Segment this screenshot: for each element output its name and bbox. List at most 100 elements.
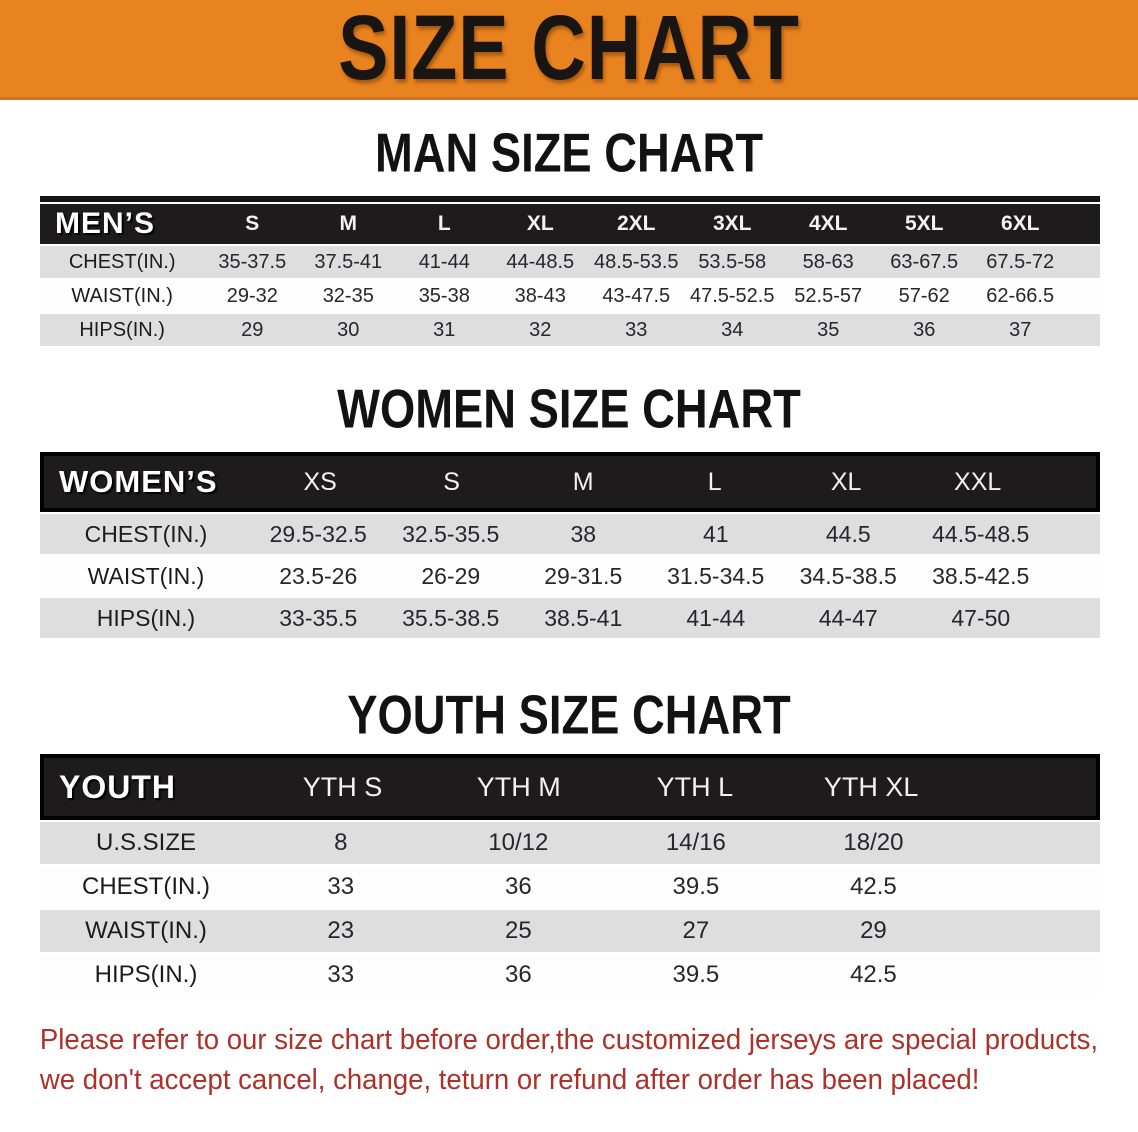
women-chest-in-xxl: 44.5-48.5 [932,520,1030,547]
men-waist-in-xl: 38-43 [514,284,566,307]
men-hips-in-m: 30 [337,318,360,341]
women-section: WOMEN SIZE CHART WOMEN’S XS S M L XL XXL CHEST(… [0,378,1138,638]
youth-column-yth-l: YTH L [656,771,734,802]
youth-column-yth-m: YTH M [476,771,561,802]
women-hips-in-m: 38.5-41 [544,604,623,631]
youth-row-chest-in: CHEST(IN.) 33 36 39.5 42.5 [40,866,1100,908]
youth-hips-in-yth-xl: 42.5 [850,961,897,988]
women-row-label-chest-in: CHEST(IN.) [84,520,208,547]
youth-u-s-size-yth-s: 8 [334,829,348,856]
disclaimer-line2: we don't accept cancel, change, teturn o… [39,1064,980,1096]
youth-waist-in-yth-xl: 29 [860,917,887,944]
women-waist-in-xl: 34.5-38.5 [799,562,897,589]
men-column-m: M [339,212,358,235]
men-section: MAN SIZE CHART MEN’S S M L XL 2XL 3XL 4XL 5XL 6XL… [0,125,1138,346]
youth-row-hips-in: HIPS(IN.) 33 36 39.5 42.5 [40,954,1100,996]
men-chest-in-m: 37.5-41 [314,250,383,273]
men-waist-in-6xl: 62-66.5 [986,284,1055,307]
youth-row-label-waist-in: WAIST(IN.) [85,917,207,944]
men-hips-in-l: 31 [433,318,456,341]
men-row-label-chest-in: CHEST(IN.) [68,250,176,273]
women-column-s: S [443,467,460,496]
men-column-6xl: 6XL [1000,212,1040,235]
men-column-l: L [437,212,451,235]
men-row-waist-in: WAIST(IN.) 29-32 32-35 35-38 38-43 43-47.5 47.… [40,280,1100,312]
women-row-hips-in: HIPS(IN.) 33-35.5 35.5-38.5 38.5-41 41-44 44-… [40,598,1100,638]
youth-u-s-size-yth-l: 14/16 [665,829,726,856]
women-chest-in-l: 41 [702,520,729,547]
youth-size-table: YOUTH YTH S YTH M YTH L YTH XL U.S.SIZE 8 10/12… [40,754,1100,996]
men-chest-in-3xl: 53.5-58 [698,250,767,273]
youth-column-yth-s: YTH S [302,771,383,802]
women-chest-in-xs: 29.5-32.5 [269,520,367,547]
women-hips-in-xs: 33-35.5 [279,604,358,631]
men-hips-in-s: 29 [241,318,264,341]
women-waist-in-s: 26-29 [421,562,481,589]
men-row-label-hips-in: HIPS(IN.) [79,318,165,341]
men-chest-in-4xl: 58-63 [802,250,854,273]
disclaimer-line1: Please refer to our size chart before or… [39,1024,1099,1056]
men-heading-wrap: MAN SIZE CHART [0,125,1138,180]
youth-hips-in-yth-l: 39.5 [672,961,720,988]
men-waist-in-2xl: 43-47.5 [602,284,671,307]
men-row-hips-in: HIPS(IN.) 29 30 31 32 33 34 35 36 37 [40,314,1100,346]
youth-heading-wrap: YOUTH SIZE CHART [0,687,1138,742]
men-header-label: MEN’S [55,207,156,240]
disclaimer-text: Please refer to our size chart before or… [0,1020,1098,1100]
women-row-label-hips-in: HIPS(IN.) [96,604,196,631]
men-table-header: MEN’S S M L XL 2XL 3XL 4XL 5XL 6XL [40,204,1100,244]
women-section-heading: WOMEN SIZE CHART [337,378,801,440]
men-chest-in-l: 41-44 [418,250,470,273]
women-column-xs: XS [303,467,337,496]
men-chest-in-6xl: 67.5-72 [986,250,1055,273]
women-hips-in-s: 35.5-38.5 [402,604,500,631]
women-column-m: M [572,467,594,496]
women-table-header: WOMEN’S XS S M L XL XXL [40,452,1100,512]
men-column-4xl: 4XL [808,212,848,235]
women-row-chest-in: CHEST(IN.) 29.5-32.5 32.5-35.5 38 41 44.5 44.5… [40,514,1100,554]
men-row-chest-in: CHEST(IN.) 35-37.5 37.5-41 41-44 44-48.5 48.5… [40,246,1100,278]
youth-row-label-u-s-size: U.S.SIZE [95,829,197,856]
youth-waist-in-yth-l: 27 [682,917,710,944]
women-hips-in-l: 41-44 [686,604,746,631]
men-waist-in-l: 35-38 [418,284,470,307]
men-waist-in-3xl: 47.5-52.5 [689,284,775,307]
youth-column-yth-xl: YTH XL [823,771,919,802]
men-chest-in-5xl: 63-67.5 [890,250,959,273]
women-heading-wrap: WOMEN SIZE CHART [0,378,1138,440]
women-waist-in-xxl: 38.5-42.5 [932,562,1030,589]
men-hips-in-3xl: 34 [721,318,744,341]
men-hips-in-5xl: 36 [913,318,936,341]
women-chest-in-xl: 44.5 [825,520,871,547]
banner-title: SIZE CHART [338,0,800,99]
youth-hips-in-yth-s: 33 [327,961,355,988]
women-chest-in-m: 38 [570,520,597,547]
banner: SIZE CHART [0,0,1138,100]
men-hips-in-4xl: 35 [817,318,840,341]
men-hips-in-2xl: 33 [625,318,648,341]
men-chest-in-xl: 44-48.5 [506,250,575,273]
youth-table-header: YOUTH YTH S YTH M YTH L YTH XL [40,754,1100,820]
women-waist-in-xs: 23.5-26 [279,562,358,589]
men-row-label-waist-in: WAIST(IN.) [71,284,173,307]
women-hips-in-xxl: 47-50 [951,604,1011,631]
men-size-table: MEN’S S M L XL 2XL 3XL 4XL 5XL 6XL CHEST(IN.) 35-37… [40,196,1100,346]
women-hips-in-xl: 44-47 [818,604,878,631]
youth-hips-in-yth-m: 36 [504,961,532,988]
men-waist-in-m: 32-35 [322,284,374,307]
women-chest-in-s: 32.5-35.5 [402,520,500,547]
men-hips-in-6xl: 37 [1009,318,1032,341]
women-column-xl: XL [830,467,862,496]
youth-waist-in-yth-m: 25 [504,917,532,944]
men-hips-in-xl: 32 [529,318,552,341]
men-column-3xl: 3XL [712,212,752,235]
women-row-waist-in: WAIST(IN.) 23.5-26 26-29 29-31.5 31.5-34.5 34… [40,556,1100,596]
men-table-top-rule [40,196,1100,202]
women-column-l: L [707,467,722,496]
men-chest-in-s: 35-37.5 [218,250,287,273]
youth-row-label-hips-in: HIPS(IN.) [94,961,198,988]
youth-chest-in-yth-l: 39.5 [672,873,720,900]
youth-u-s-size-yth-xl: 18/20 [843,829,904,856]
men-waist-in-4xl: 52.5-57 [794,284,863,307]
